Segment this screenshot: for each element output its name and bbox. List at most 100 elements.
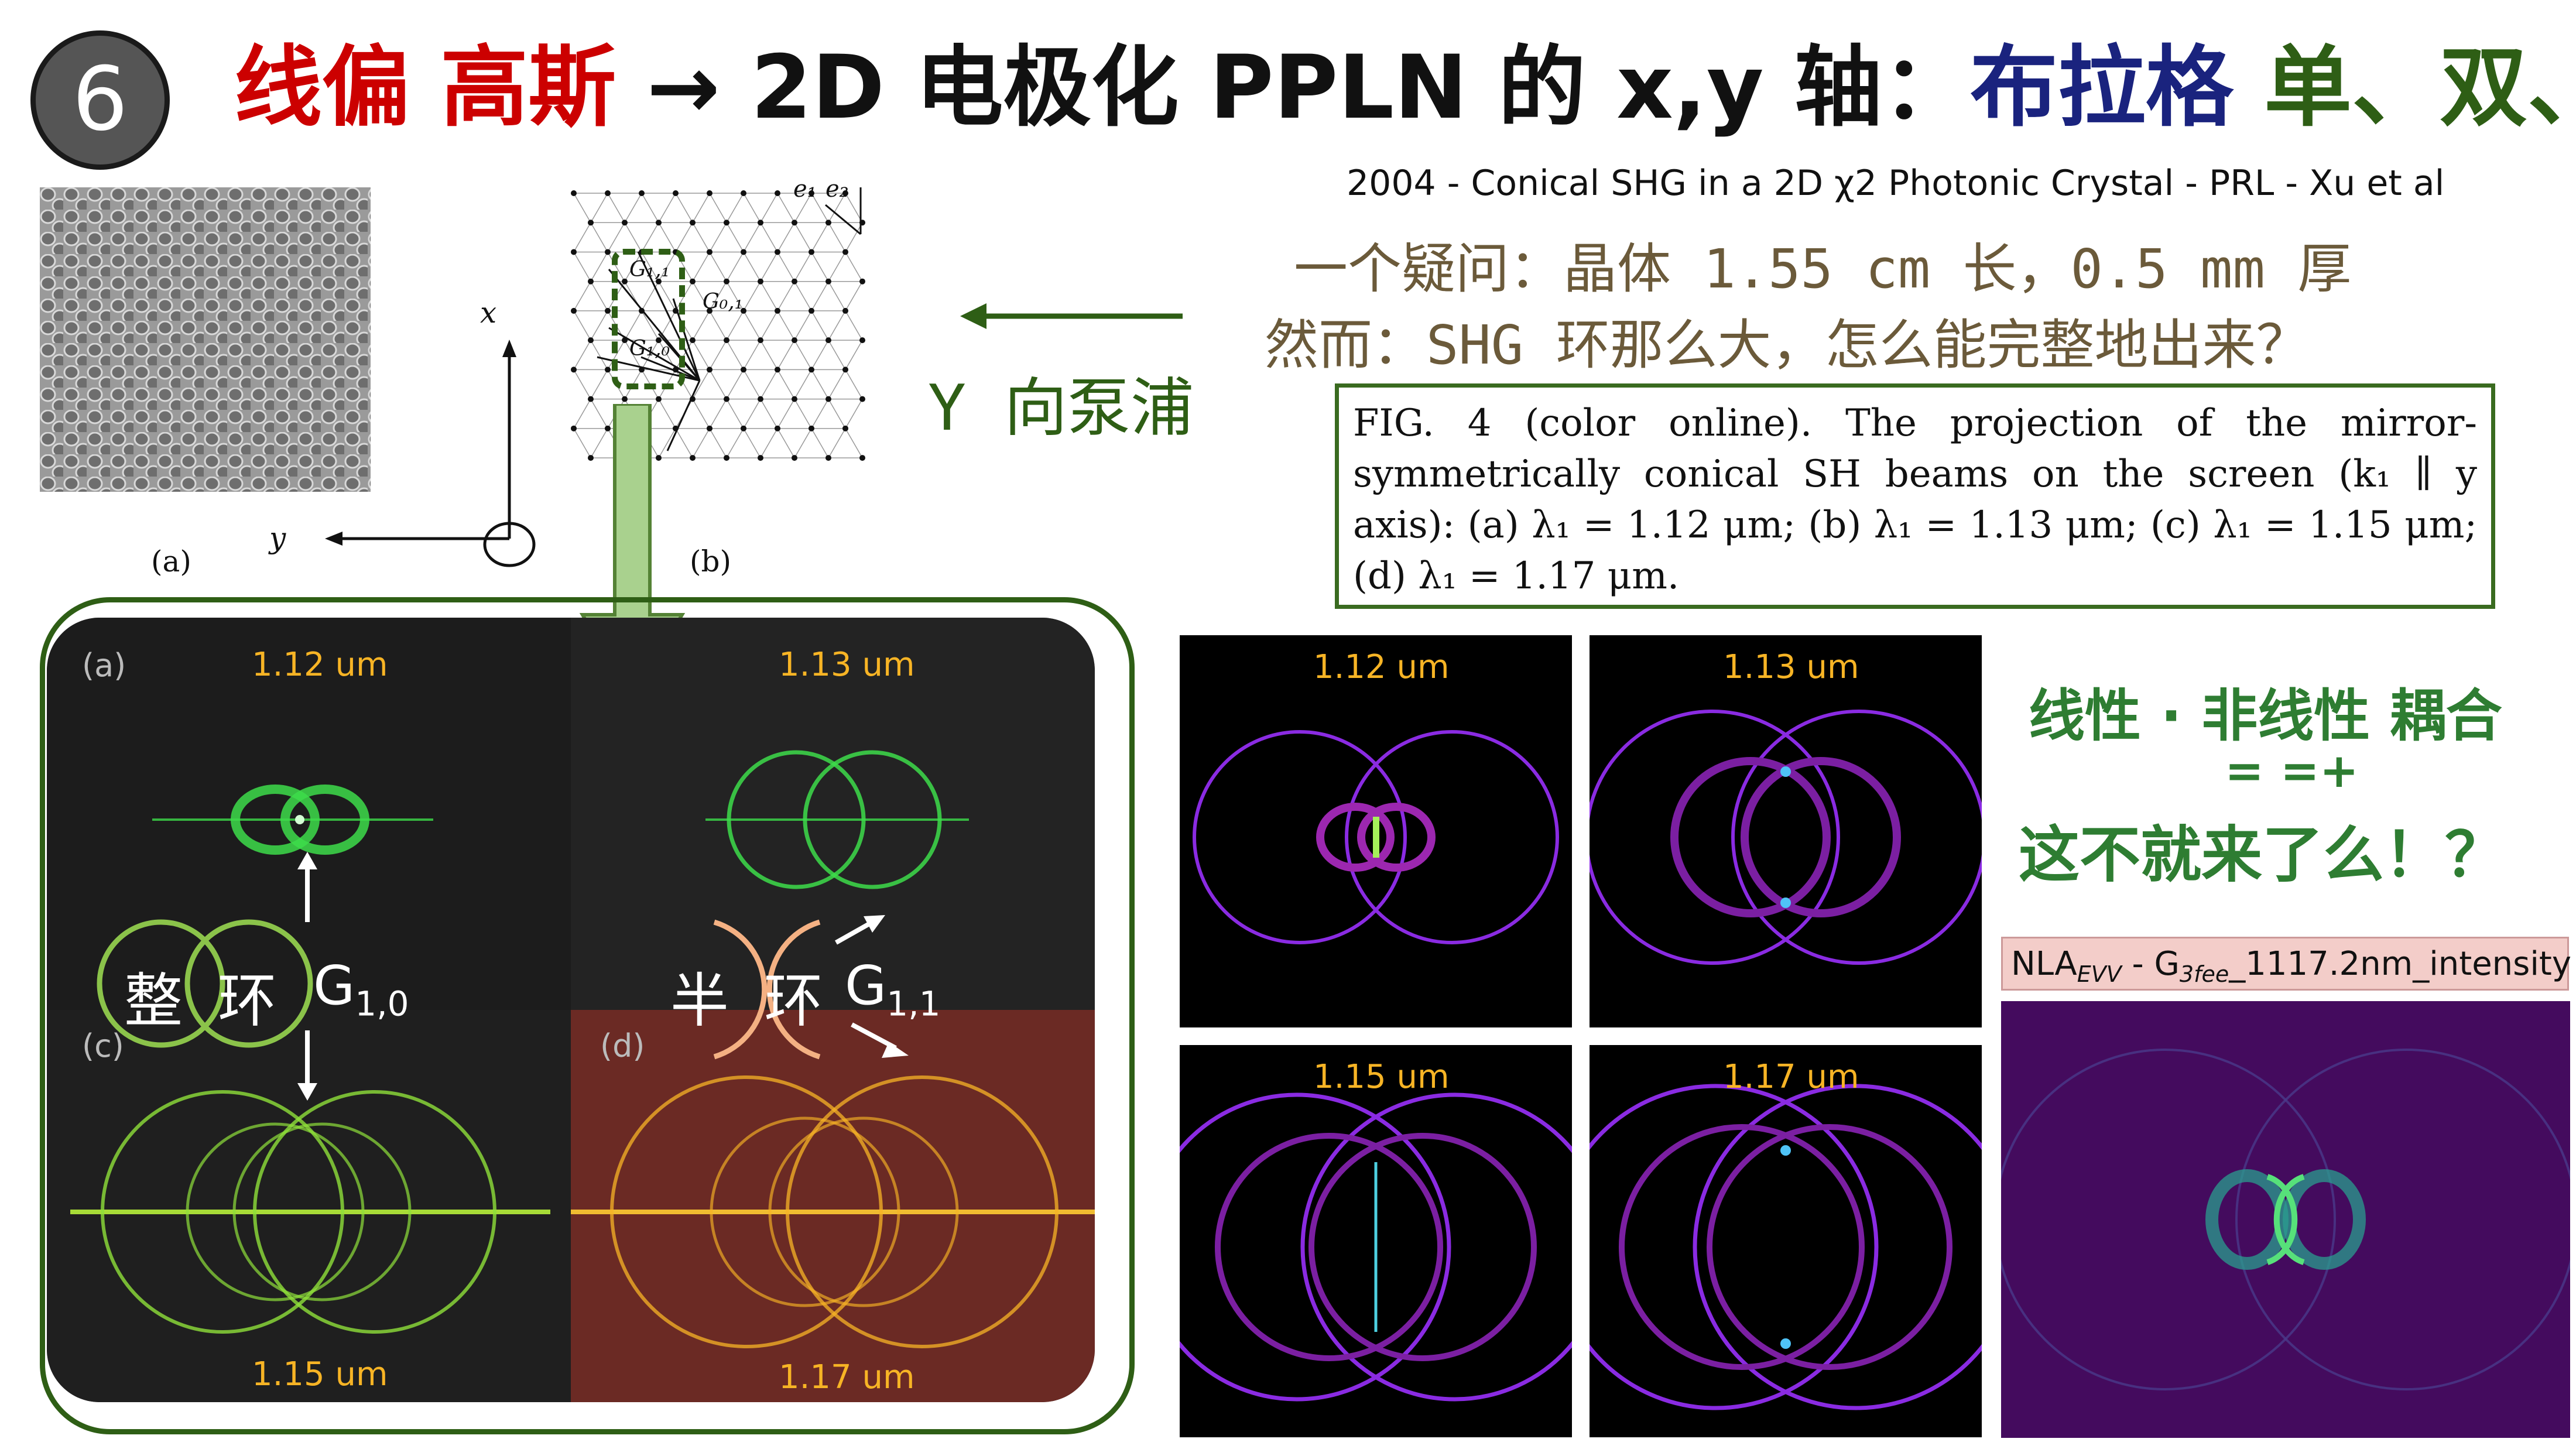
lattice-point [741,366,746,373]
experiment-photo-grid: (a) 1.12 um (b) 1.13 um (c) 1.15 um [47,618,1095,1402]
lattice-point [859,396,865,402]
lattice-point [571,307,577,314]
lattice-line [777,193,795,223]
lattice-line [709,399,727,429]
lattice-line [777,340,795,370]
lattice-line [743,399,761,429]
lattice-line [760,310,778,341]
lattice-line [726,222,744,252]
annotation-half-ring-char1: 半 [670,967,729,1035]
lattice-point [588,396,594,402]
lattice-line [692,222,710,252]
lattice-line [573,340,591,370]
lattice-line [760,281,778,311]
reciprocal-vector-arrow [637,251,701,381]
axis-y-label: y [269,521,286,555]
lattice-line [607,222,625,252]
lattice-point [792,455,797,461]
lattice-point [588,278,594,285]
lattice-point [842,249,848,255]
reciprocal-vector-arrow [666,380,701,451]
panel-letter: (d) [600,1027,645,1064]
lattice-line [794,399,812,429]
lattice-point [605,190,611,196]
lattice-point [588,455,594,461]
lattice-point [690,337,696,344]
lattice-point [859,278,865,285]
lattice-line [726,428,744,458]
lattice-point [825,337,831,344]
lattice-point [758,278,763,285]
lattice-point [842,366,848,373]
conclusion-text: 这不就来了么！？ [2019,819,2506,890]
sim-wavelength: 1.12 um [1313,648,1450,686]
sim-wavelength: 1.15 um [1313,1058,1450,1096]
lattice-line [760,340,778,370]
lattice-point [809,425,814,431]
lattice-line [777,310,795,341]
lattice-point [571,366,577,373]
lattice-line [743,281,761,311]
simulation-panel-3: 1.15 um [1180,1045,1572,1437]
annotation-g10-symbol: G [313,954,355,1017]
lattice-line [760,222,778,252]
lattice-g10-label: G₁,₀ [629,337,670,361]
lattice-line [590,193,608,223]
lattice-point [825,278,831,285]
lattice-line [726,369,744,399]
lattice-line [794,281,812,311]
nla-label-prefix: NLA [2011,945,2077,983]
lattice-line [845,369,863,399]
lattice-point [724,337,729,344]
lattice-point [842,425,848,431]
lattice-line [828,281,846,311]
lattice-line [743,369,761,399]
lattice-line [794,222,812,252]
lattice-line [709,340,727,370]
lattice-line [777,399,795,429]
question-line-1: 一个疑问：晶体 1.55 cm 长，0.5 mm 厚 [1294,238,2352,300]
lattice-line [743,340,761,370]
lattice-line [726,340,744,370]
annotation-full-ring-char1: 整 [124,967,183,1035]
lattice-point [707,249,712,255]
nla-intensity-image [2001,1001,2570,1438]
lattice-line [709,369,727,399]
panel-wavelength: 1.17 um [779,1358,915,1396]
lattice-point [825,455,831,461]
lattice-line [726,281,744,311]
lattice-line [658,310,676,341]
lattice-point [622,220,628,226]
lattice-line [760,193,778,223]
lattice-line [743,222,761,252]
highlight-box [612,249,685,389]
lattice-line [573,252,591,282]
lattice-point [588,220,594,226]
lattice-line [828,369,846,399]
lattice-point [571,249,577,255]
lattice-line [573,222,591,252]
lattice-point [792,278,797,285]
lattice-point [758,220,763,226]
lattice-line [624,310,642,341]
lattice-point [825,220,831,226]
experiment-panel-d: (d) 1.17 um [571,1010,1095,1402]
lattice-point [690,278,696,285]
lattice-line [828,428,846,458]
lattice-point [825,396,831,402]
panel-letter: (a) [82,647,126,684]
lattice-line [709,252,727,282]
lattice-point [656,396,662,402]
lattice-line [845,193,863,223]
question-line-2: 然而：SHG 环那么大，怎么能完整地出来？ [1265,314,2310,376]
annotation-g10: G1,0 [313,954,409,1023]
schematic-label-a: (a) [151,544,191,578]
lattice-line [590,369,608,399]
lattice-line [641,222,659,252]
nla-label-sub2: 3fee [2179,961,2229,988]
lattice-point [571,190,577,196]
lattice-line [658,222,676,252]
lattice-e1-label: e₁ [793,176,817,203]
lattice-line [794,310,812,341]
lattice-line [675,369,693,399]
